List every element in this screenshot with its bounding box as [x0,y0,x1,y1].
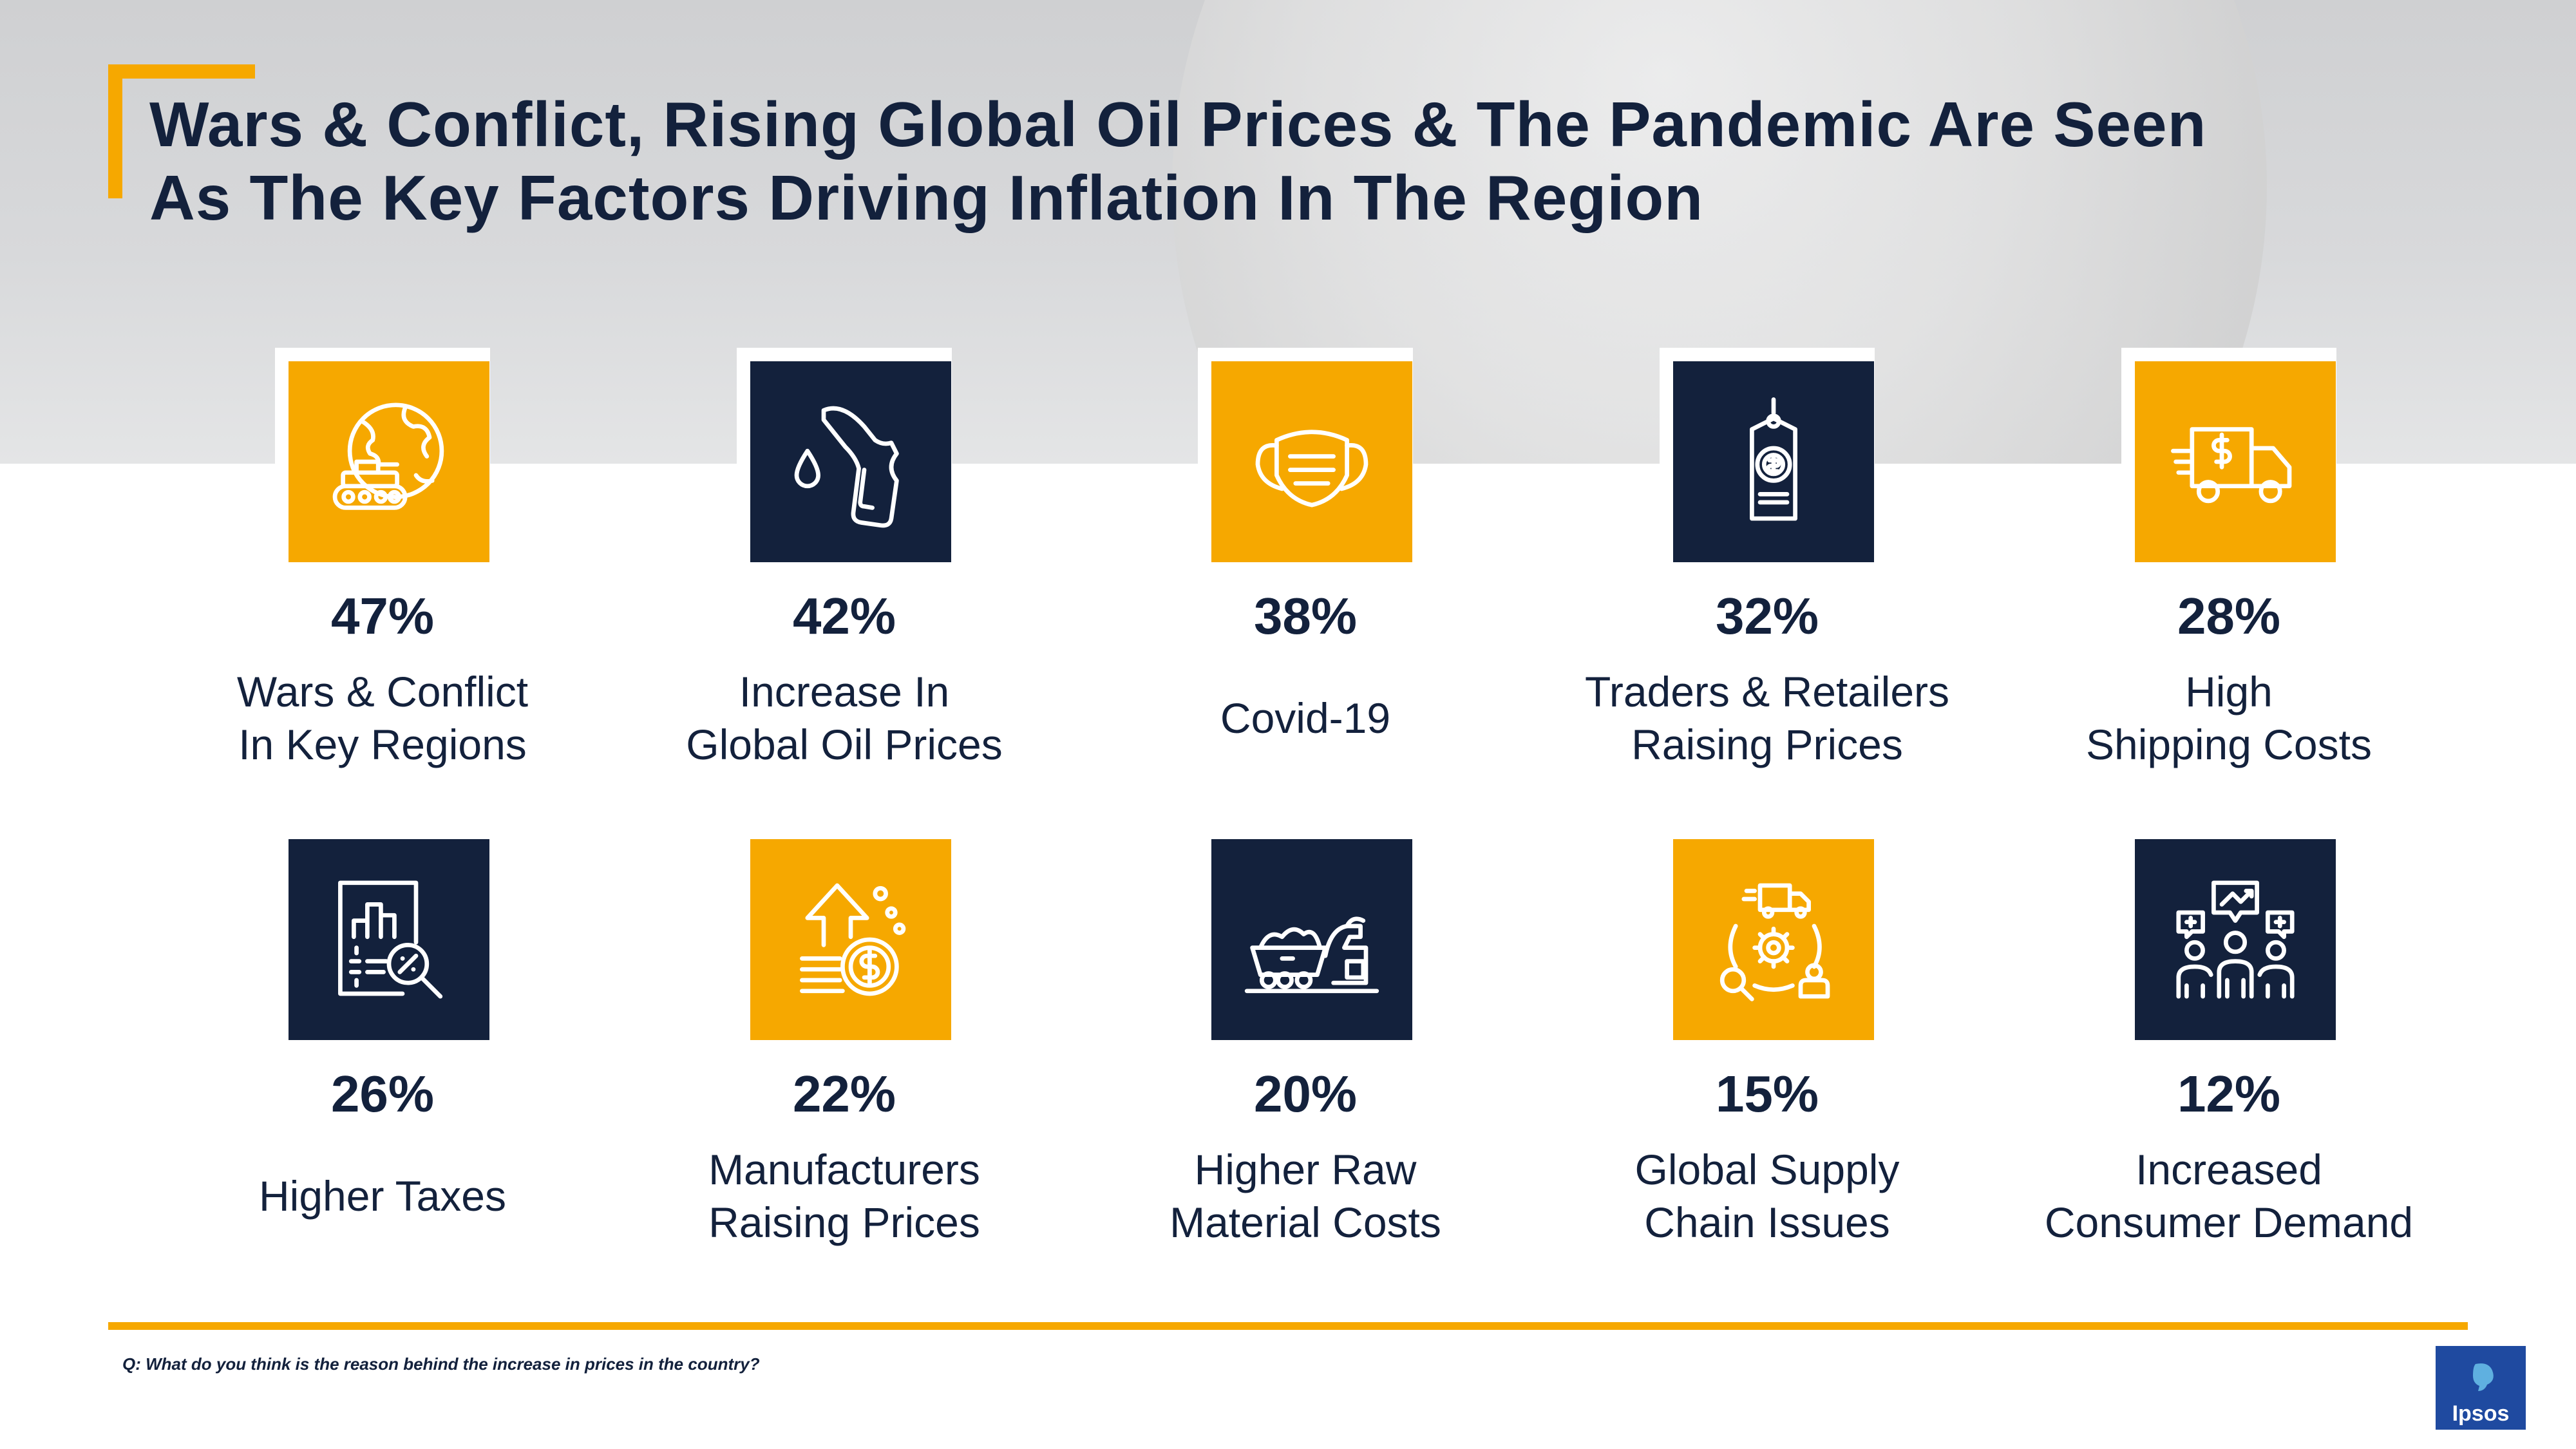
supply-chain-icon [1673,839,1874,1040]
factor-shipping-costs: 28% High Shipping Costs [2016,348,2441,824]
icon-tile [1198,348,1413,563]
icon-tile [2121,348,2336,563]
factor-consumer-demand: 12% Increased Consumer Demand [2016,826,2441,1302]
survey-question-footnote: Q: What do you think is the reason behin… [122,1354,760,1374]
factor-percent: 26% [330,1065,435,1122]
icon-tile [275,348,490,563]
factor-label-line: Raising Prices [708,1198,980,1246]
factor-label: Increased Consumer Demand [2016,1141,2441,1251]
factor-label-line: Global Oil Prices [686,721,1003,768]
factor-label-line: Chain Issues [1644,1198,1890,1246]
icon-tile [737,826,952,1041]
factor-percent: 22% [792,1065,896,1122]
icon-tile [737,348,952,563]
factor-percent: 47% [330,587,435,645]
icon-tile [2121,826,2336,1041]
factor-percent: 42% [792,587,896,645]
icon-tile [1660,348,1875,563]
icon-tile [1198,826,1413,1041]
factor-label-line: Covid-19 [1220,694,1391,742]
factor-oil-prices: 42% Increase In Global Oil Prices [632,348,1057,824]
factor-label: Higher Raw Material Costs [1093,1141,1518,1251]
factor-label-line: High [2185,668,2273,715]
tax-report-icon [289,839,489,1040]
logo-wordmark: Ipsos [2452,1401,2510,1426]
factor-higher-taxes: 26% Higher Taxes [170,826,595,1302]
factor-label: Manufacturers Raising Prices [632,1141,1057,1251]
factor-label: Increase In Global Oil Prices [632,663,1057,773]
factor-manufacturers: 22% Manufacturers Raising Prices [632,826,1057,1302]
factor-label-line: Shipping Costs [2086,721,2372,768]
factor-label-line: Higher Raw [1194,1146,1417,1193]
globe-tank-icon [289,361,489,562]
factor-label: High Shipping Costs [2016,663,2441,773]
factor-label: Global Supply Chain Issues [1555,1141,1980,1251]
consumer-demand-icon [2135,839,2336,1040]
title-accent-bracket [108,64,255,198]
page-title: Wars & Conflict, Rising Global Oil Price… [149,88,2403,234]
factor-wars-conflict: 47% Wars & Conflict In Key Regions [170,348,595,824]
factor-percent: 12% [2177,1065,2281,1122]
factor-percent: 15% [1715,1065,1819,1122]
footer-divider [108,1322,2468,1330]
factor-label-line: Global Supply [1634,1146,1900,1193]
factor-traders-retailers: 32% Traders & Retailers Raising Prices [1555,348,1980,824]
factor-label-line: Increased [2136,1146,2322,1193]
price-tag-icon [1673,361,1874,562]
factor-label-line: Material Costs [1170,1198,1441,1246]
factor-label-line: In Key Regions [238,721,527,768]
factor-label: Higher Taxes [170,1141,595,1251]
factor-label-line: Increase In [739,668,950,715]
factor-percent: 32% [1715,587,1819,645]
fuel-nozzle-icon [750,361,951,562]
coins-rising-icon [750,839,951,1040]
page-title-line-2: As The Key Factors Driving Inflation In … [149,162,1704,233]
mining-cart-icon [1211,839,1412,1040]
factor-label: Traders & Retailers Raising Prices [1555,663,1980,773]
factor-percent: 20% [1253,1065,1358,1122]
face-mask-icon [1211,361,1412,562]
factor-percent: 38% [1253,587,1358,645]
factor-label-line: Higher Taxes [259,1172,506,1220]
factor-label-line: Raising Prices [1631,721,1903,768]
delivery-truck-icon [2135,361,2336,562]
icon-tile [275,826,490,1041]
factor-supply-chain: 15% Global Supply Chain Issues [1555,826,1980,1302]
factor-label: Wars & Conflict In Key Regions [170,663,595,773]
factor-label: Covid-19 [1093,663,1518,773]
factor-label-line: Manufacturers [708,1146,980,1193]
ipsos-mark-icon [2473,1363,2494,1391]
ipsos-logo: Ipsos [2436,1346,2526,1430]
factor-covid: 38% Covid-19 [1093,348,1518,824]
factor-label-line: Consumer Demand [2044,1198,2414,1246]
icon-tile [1660,826,1875,1041]
factor-raw-materials: 20% Higher Raw Material Costs [1093,826,1518,1302]
factor-percent: 28% [2177,587,2281,645]
factor-label-line: Wars & Conflict [236,668,529,715]
page-title-line-1: Wars & Conflict, Rising Global Oil Price… [149,89,2207,160]
factor-label-line: Traders & Retailers [1584,668,1950,715]
